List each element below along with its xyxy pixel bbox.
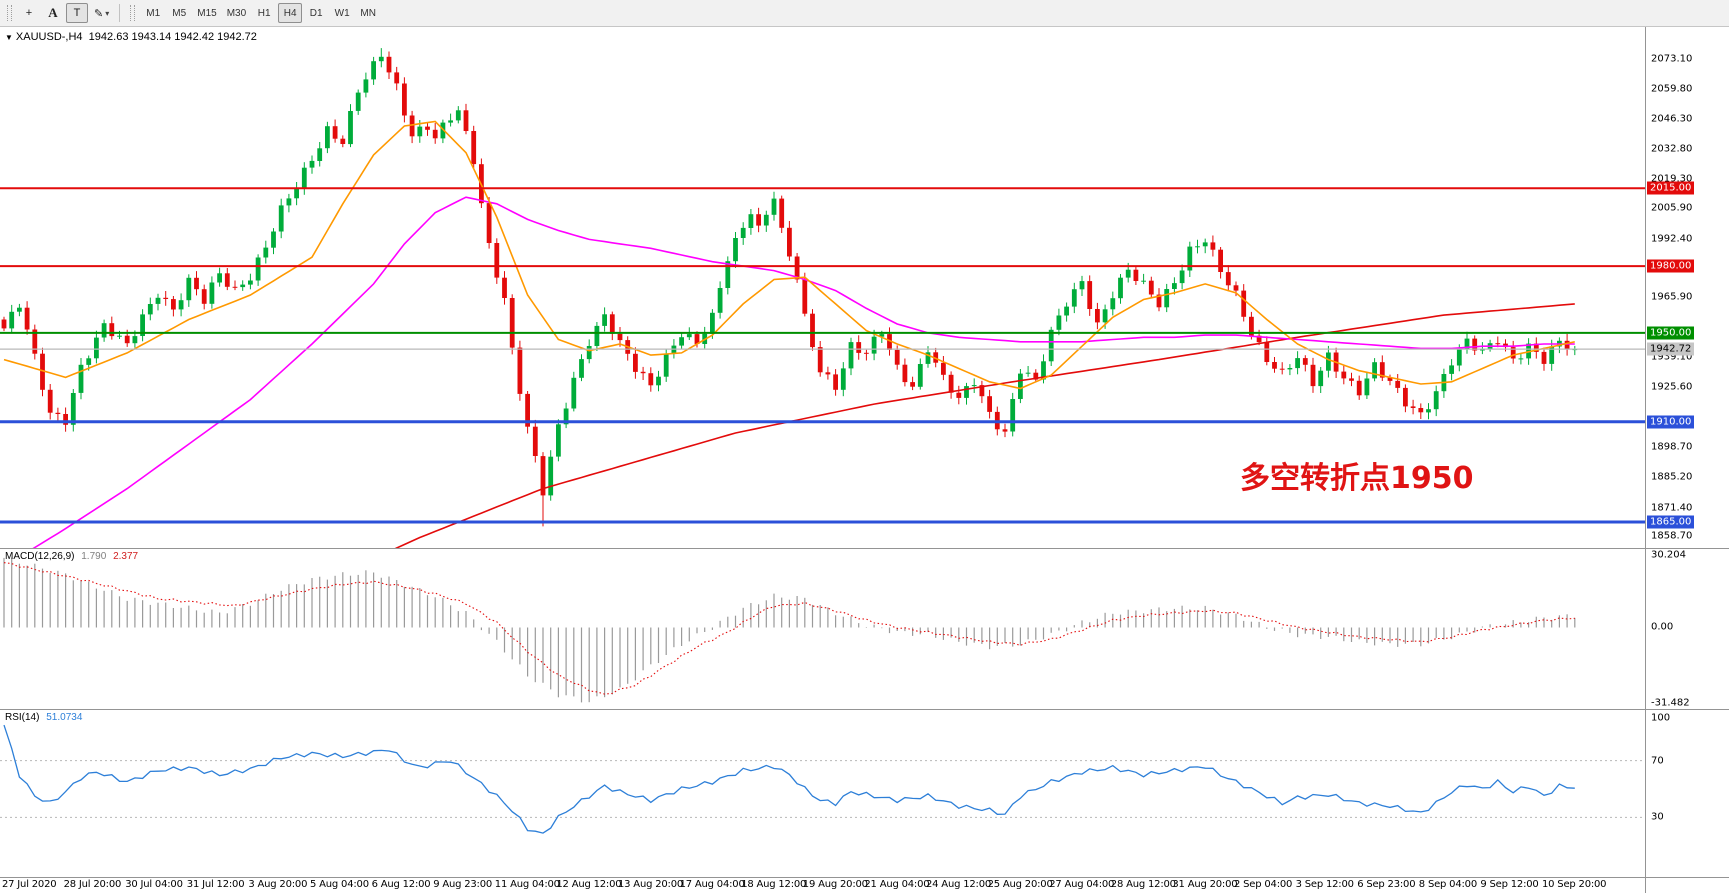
text-a-icon: A — [48, 5, 58, 20]
chart-text-annotation[interactable]: 多空转折点1950 — [1240, 461, 1474, 496]
time-label: 12 Aug 12:00 — [556, 879, 622, 890]
time-label: 6 Aug 12:00 — [371, 879, 431, 890]
price-tick: 1885.20 — [1651, 471, 1693, 483]
drawing-tool-group: + A T ✎ ▾ — [17, 3, 114, 23]
time-axis-corner — [1645, 878, 1729, 893]
time-label: 30 Jul 04:00 — [125, 879, 183, 890]
time-label: 6 Sep 23:00 — [1357, 879, 1416, 890]
draw-icon: ✎ — [94, 7, 104, 20]
price-tick: 1992.40 — [1651, 233, 1693, 245]
macd-name: MACD(12,26,9) — [5, 551, 75, 562]
price-tick: 2005.90 — [1651, 202, 1693, 214]
timeframe-m5-button[interactable]: M5 — [172, 7, 187, 19]
timeframe-m15-button[interactable]: M15 — [197, 7, 217, 19]
time-label: 27 Jul 2020 — [2, 879, 57, 890]
toolbar-separator — [119, 4, 121, 22]
price-tick: 1965.90 — [1651, 291, 1693, 303]
timeframe-group: M1 M5 M15 M30 H1 H4 D1 W1 MN — [140, 3, 381, 23]
level-label: 1950.00 — [1647, 326, 1695, 340]
rsi-axis[interactable]: 100 70 30 — [1645, 710, 1729, 877]
macd-scale-tick: -31.482 — [1651, 697, 1690, 709]
rsi-panel: 100 70 30 RSI(14) 51.0734 — [0, 710, 1729, 878]
chevron-down-icon: ▾ — [105, 8, 110, 18]
level-label: 1865.00 — [1647, 515, 1695, 529]
time-label: 28 Aug 12:00 — [1110, 879, 1176, 890]
macd-axis[interactable]: 30.204 0.00 -31.482 — [1645, 549, 1729, 709]
level-label: 1980.00 — [1647, 259, 1695, 273]
level-label: 1910.00 — [1647, 415, 1695, 429]
timeframe-m30-button[interactable]: M30 — [226, 7, 247, 19]
time-label: 3 Sep 12:00 — [1295, 879, 1354, 890]
chart-symbol-timeframe: XAUUSD-,H4 — [15, 31, 83, 43]
price-tick: 1898.70 — [1651, 441, 1693, 453]
timeframe-d1-button[interactable]: D1 — [309, 7, 323, 19]
text-t-icon: T — [73, 7, 81, 19]
rsi-scale-tick: 30 — [1651, 811, 1664, 823]
macd-signal-value: 2.377 — [113, 551, 139, 562]
time-label: 31 Jul 12:00 — [186, 879, 245, 890]
time-label: 10 Sep 20:00 — [1542, 879, 1607, 890]
macd-scale-tick: 0.00 — [1651, 621, 1674, 633]
time-label: 18 Aug 12:00 — [741, 879, 807, 890]
symbol-dropdown-icon[interactable]: ▼ — [5, 33, 13, 42]
price-tick: 2073.10 — [1651, 53, 1693, 65]
time-label: 24 Aug 12:00 — [926, 879, 992, 890]
chart-title: ▼ XAUUSD-,H4 1942.63 1943.14 1942.42 1942… — [5, 31, 257, 43]
rsi-value: 51.0734 — [46, 712, 83, 723]
crosshair-tool-button[interactable]: + — [18, 3, 40, 23]
time-label: 25 Aug 20:00 — [987, 879, 1053, 890]
price-tick: 1939.10 — [1651, 351, 1693, 363]
rsi-canvas[interactable] — [0, 710, 1645, 877]
time-label: 2 Sep 04:00 — [1234, 879, 1293, 890]
draw-tool-button[interactable]: ✎ ▾ — [90, 3, 113, 23]
price-tick: 1858.70 — [1651, 530, 1693, 542]
price-tick: 2032.80 — [1651, 143, 1693, 155]
time-label: 28 Jul 20:00 — [63, 879, 122, 890]
time-label: 8 Sep 04:00 — [1418, 879, 1477, 890]
timeframe-m1-button[interactable]: M1 — [146, 7, 161, 19]
macd-main-value: 1.790 — [81, 551, 107, 562]
price-tick: 2019.30 — [1651, 173, 1693, 185]
time-label: 19 Aug 20:00 — [802, 879, 868, 890]
price-tick: 2046.30 — [1651, 113, 1693, 125]
price-tick: 2059.80 — [1651, 83, 1693, 95]
rsi-scale-tick: 100 — [1651, 712, 1671, 724]
crosshair-icon: + — [25, 7, 33, 19]
text-a-tool-button[interactable]: A — [42, 3, 64, 23]
toolbar-grip-2[interactable] — [130, 5, 136, 21]
price-tick: 1871.40 — [1651, 502, 1693, 514]
time-label: 11 Aug 04:00 — [494, 879, 560, 890]
rsi-name: RSI(14) — [5, 712, 40, 723]
top-toolbar: + A T ✎ ▾ M1 M5 M15 M30 H1 H4 D1 W1 MN — [0, 0, 1729, 27]
macd-scale-tick: 30.204 — [1651, 549, 1686, 561]
time-label: 3 Aug 20:00 — [248, 879, 308, 890]
timeframe-w1-button[interactable]: W1 — [334, 7, 350, 19]
toolbar-grip[interactable] — [7, 5, 12, 21]
time-label: 9 Sep 12:00 — [1480, 879, 1539, 890]
chart-ohlc-values: 1942.63 1943.14 1942.42 1942.72 — [88, 31, 257, 43]
price-axis[interactable]: 2073.10 2059.80 2046.30 2032.80 2019.30 2005.… — [1645, 27, 1729, 548]
text-t-tool-button[interactable]: T — [66, 3, 88, 23]
rsi-scale-tick: 70 — [1651, 755, 1664, 767]
rsi-label: RSI(14) 51.0734 — [5, 712, 82, 723]
macd-panel: 30.204 0.00 -31.482 MACD(12,26,9) 1.790 2.… — [0, 549, 1729, 710]
time-label: 21 Aug 04:00 — [864, 879, 930, 890]
timeframe-h4-button[interactable]: H4 — [278, 3, 303, 23]
level-label: 2015.00 — [1647, 181, 1695, 195]
timeframe-mn-button[interactable]: MN — [360, 7, 376, 19]
time-label: 5 Aug 04:00 — [310, 879, 369, 890]
price-chart-canvas[interactable] — [0, 27, 1645, 548]
price-tick: 1925.60 — [1651, 381, 1693, 393]
time-label: 13 Aug 20:00 — [618, 879, 684, 890]
time-label: 9 Aug 23:00 — [433, 879, 493, 890]
time-label: 17 Aug 04:00 — [679, 879, 745, 890]
price-chart-panel: 2073.10 2059.80 2046.30 2032.80 2019.30 2005.… — [0, 27, 1729, 549]
time-label: 27 Aug 04:00 — [1049, 879, 1115, 890]
current-price-label: 1942.72 — [1647, 342, 1695, 356]
macd-canvas[interactable] — [0, 549, 1645, 709]
timeframe-h1-button[interactable]: H1 — [257, 7, 271, 19]
time-axis[interactable]: 27 Jul 2020 28 Jul 20:00 30 Jul 04:00 31 Ju… — [0, 878, 1729, 893]
time-label: 31 Aug 20:00 — [1172, 879, 1238, 890]
macd-label: MACD(12,26,9) 1.790 2.377 — [5, 551, 138, 562]
